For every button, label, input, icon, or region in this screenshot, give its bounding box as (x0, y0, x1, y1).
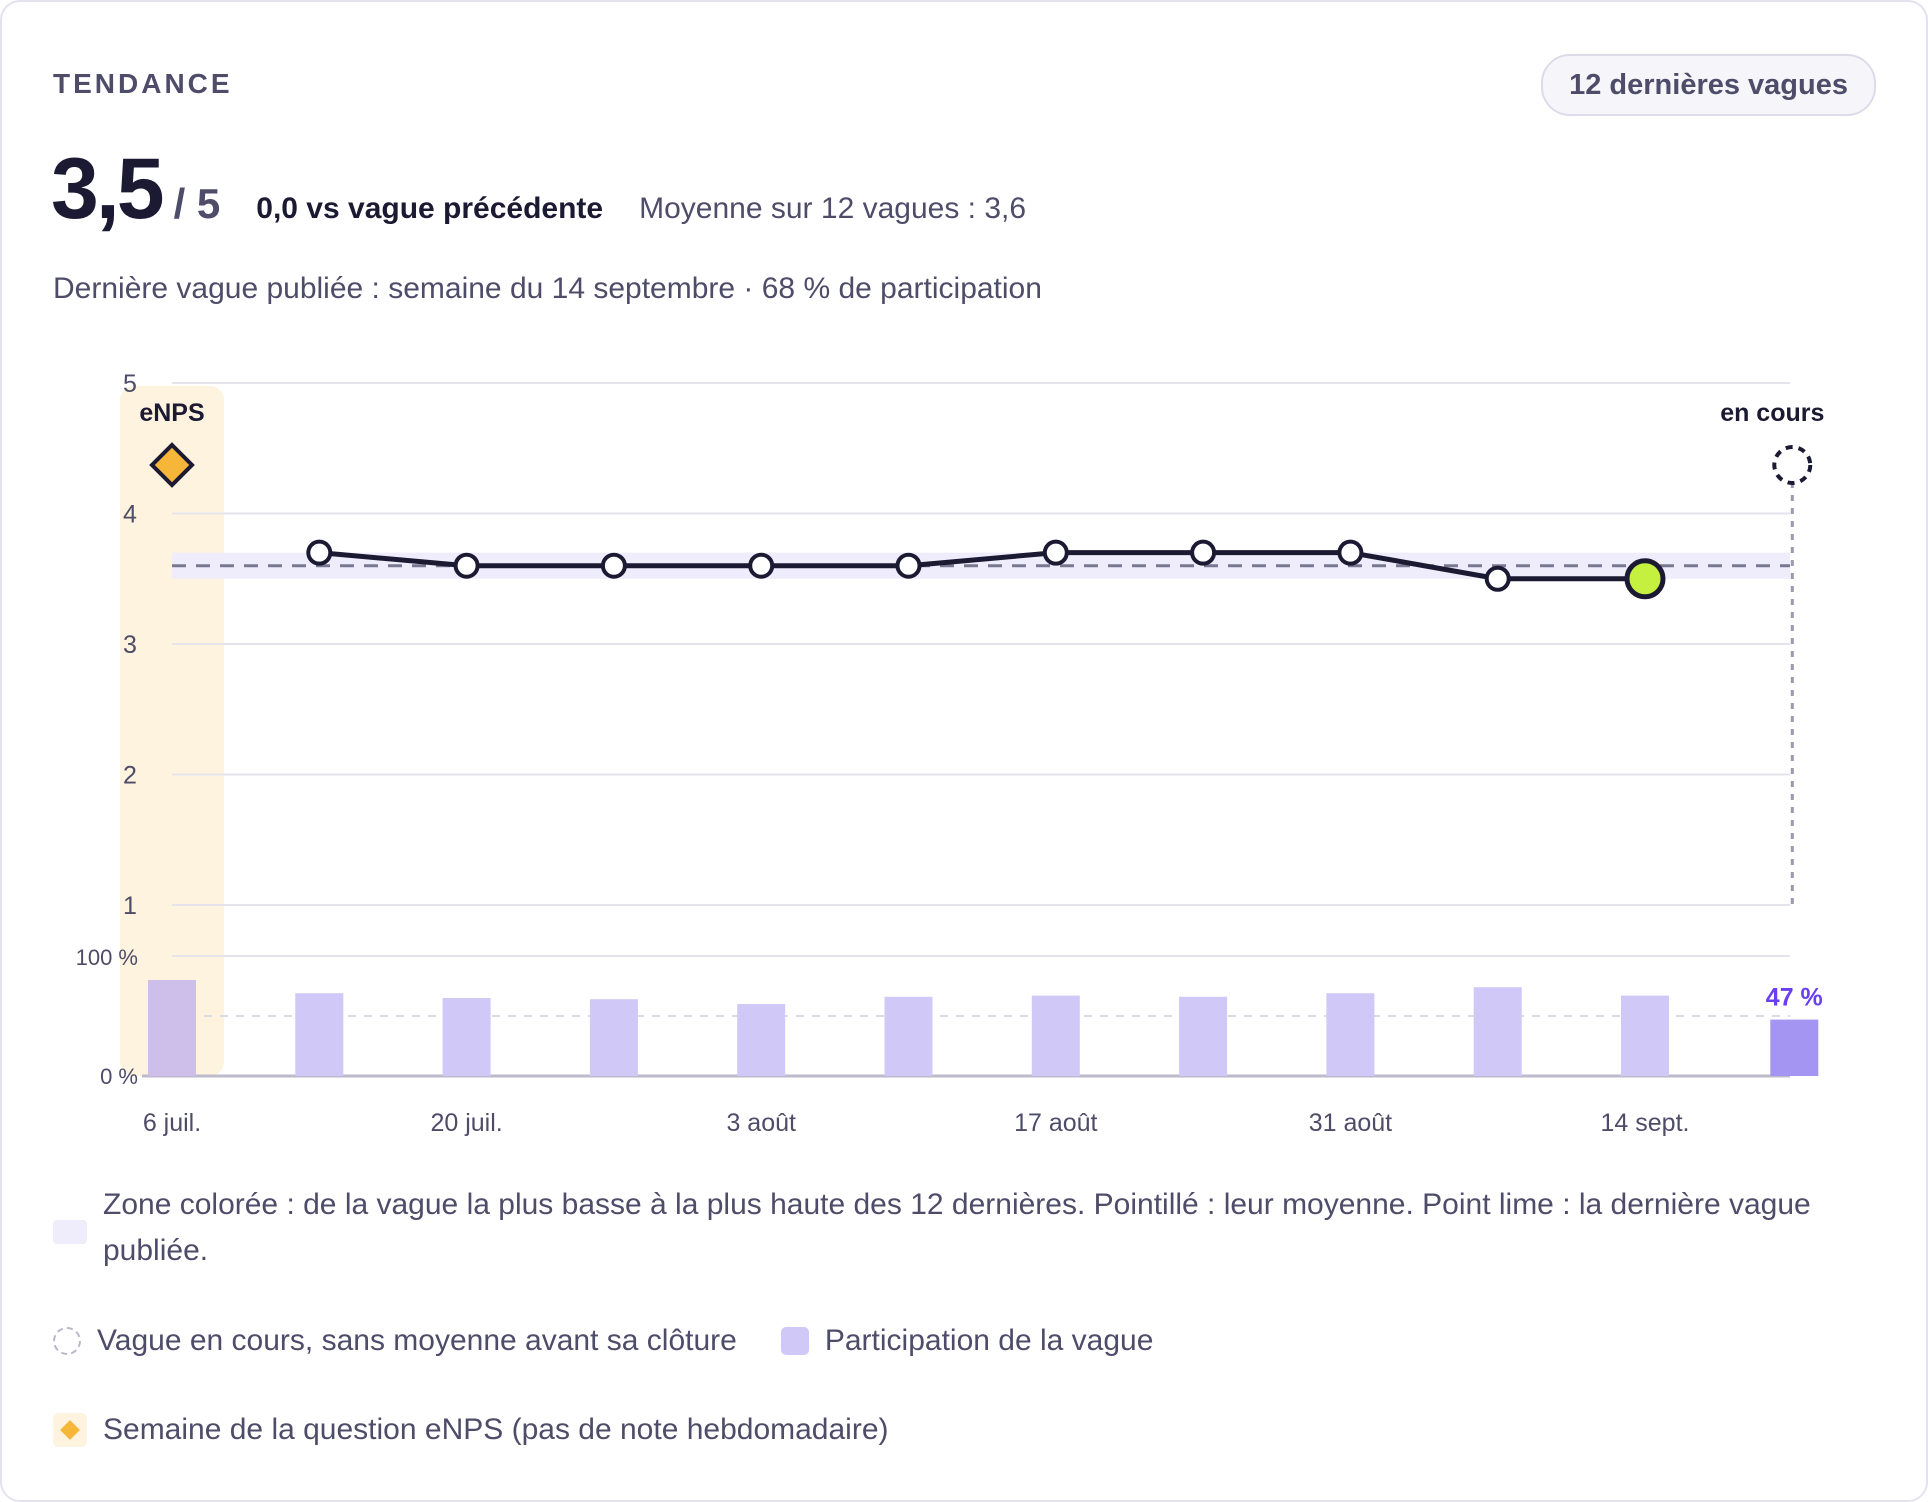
enps-diamond-icon (149, 442, 195, 488)
legend-row-two: Vague en cours, sans moyenne avant sa cl… (53, 1318, 1153, 1364)
range-band-group (172, 552, 1790, 579)
y-tick-label: 5 (123, 370, 137, 398)
score-point (1190, 539, 1217, 566)
score-row: 3,5 / 5 0,0 vs vague précédente Moyenne … (51, 140, 1026, 239)
participation-bar (1473, 987, 1522, 1076)
y-tick-label: 3 (123, 631, 137, 659)
score-average: Moyenne sur 12 vagues : 3,6 (639, 192, 1027, 225)
x-tick-label: 31 août (1309, 1109, 1392, 1137)
participation-tick-label: 100 % (76, 945, 138, 970)
score-point (1484, 565, 1511, 592)
participation-tick-label: 0 % (100, 1064, 138, 1089)
score-denominator: / 5 (173, 180, 221, 227)
legend-band-text: Zone colorée : de la vague la plus basse… (103, 1188, 1811, 1267)
legend-participation-text: Participation de la vague (824, 1324, 1154, 1357)
last-wave-meta: Dernière vague publiée : semaine du 14 s… (53, 272, 1042, 305)
participation-bar (1031, 995, 1080, 1076)
x-tick-label: 3 août (726, 1109, 796, 1137)
current-wave-marker (1772, 445, 1813, 485)
y-tick-label: 4 (123, 501, 137, 529)
enps-diamond-icon (53, 1413, 87, 1447)
score-point (1042, 539, 1069, 566)
score-point (453, 552, 480, 579)
score-point (1337, 539, 1364, 566)
x-tick-label: 6 juil. (143, 1109, 201, 1137)
participation-bar (295, 993, 344, 1076)
score-point (600, 552, 627, 579)
participation-swatch (780, 1327, 809, 1355)
enps-label: eNPS (139, 399, 204, 427)
participation-bar (442, 998, 491, 1076)
legend-band: Zone colorée : de la vague la plus basse… (53, 1182, 1853, 1274)
participation-bar (1770, 1019, 1819, 1076)
score-point (748, 552, 775, 579)
participation-bar (1621, 995, 1669, 1076)
participation-bar (589, 999, 638, 1076)
y-tick-label: 2 (123, 762, 137, 790)
score-line (319, 550, 1645, 582)
gridlines-group (142, 382, 1790, 1078)
current-score: 3,5 (51, 141, 165, 237)
trend-chart: eNPS 1 2 3 4 5 100 % 0 % 47 % en cours 6 juil. 20 … (76, 370, 1825, 1137)
legend-current-text: Vague en cours, sans moyenne avant sa cl… (97, 1324, 737, 1357)
dashed-circle-icon (53, 1327, 81, 1355)
current-participation-label: 47 % (1766, 984, 1823, 1012)
participation-bar (148, 980, 196, 1076)
participation-bar (884, 996, 933, 1076)
participation-bar (737, 1004, 786, 1076)
x-tick-label: 20 juil. (430, 1109, 502, 1137)
axis-labels-group: 1 2 3 4 5 100 % 0 % 47 % en cours 6 juil. 20 juil.… (76, 370, 1825, 1137)
enps-zone-group: eNPS (120, 386, 224, 1076)
last-published-point (1624, 558, 1666, 600)
section-eyebrow: TENDANCE (53, 68, 233, 99)
range-selector-button[interactable]: 12 dernières vagues (1541, 54, 1876, 116)
participation-bar (1179, 996, 1228, 1076)
score-point (306, 539, 333, 566)
score-point (895, 552, 922, 579)
legend-enps-text: Semaine de la question eNPS (pas de note… (103, 1413, 889, 1446)
current-wave-label: en cours (1720, 399, 1824, 427)
band-swatch (53, 1220, 87, 1244)
participation-bars-group (148, 980, 1819, 1076)
score-delta: 0,0 vs vague précédente (256, 192, 604, 225)
score-line-group (306, 445, 1813, 905)
x-tick-label: 14 sept. (1601, 1109, 1690, 1137)
enps-zone (120, 386, 224, 1076)
x-tick-label: 17 août (1014, 1109, 1097, 1137)
y-tick-label: 1 (123, 892, 137, 920)
legend-enps: Semaine de la question eNPS (pas de note… (53, 1407, 889, 1453)
participation-bar (1326, 993, 1375, 1076)
